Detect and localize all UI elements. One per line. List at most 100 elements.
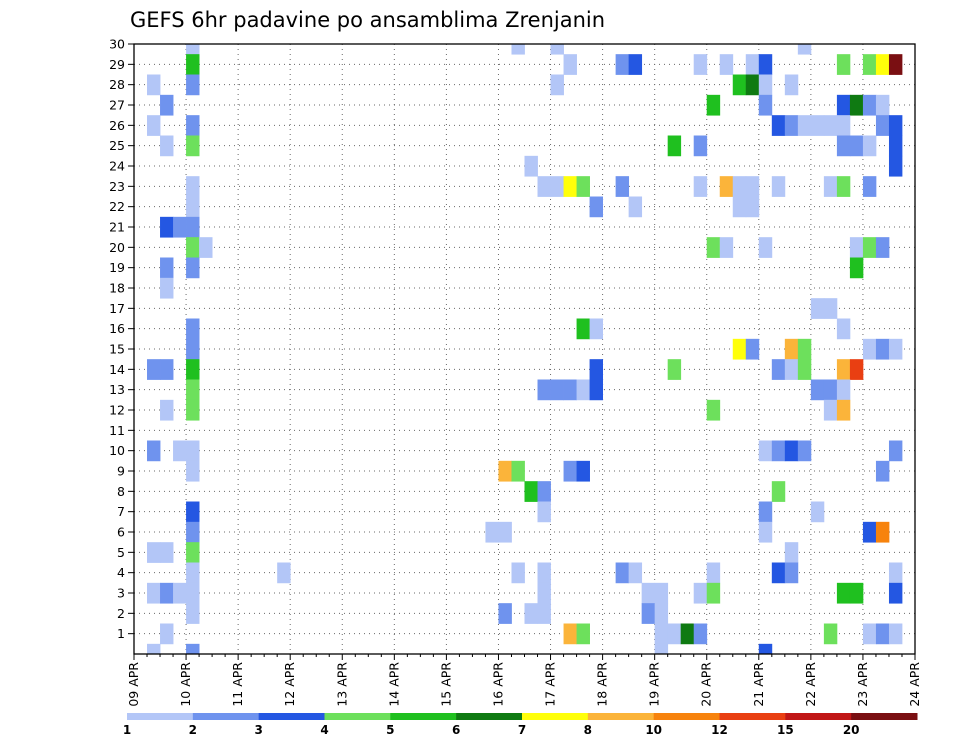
precip-cell [875,54,890,75]
precip-cell [849,257,864,279]
precip-cell [615,54,630,75]
precip-cell [797,338,812,360]
precip-cell [537,603,551,624]
precip-cell [849,94,864,116]
precip-cell [836,94,851,116]
precip-cell [550,74,564,96]
precip-cell [849,359,864,380]
precip-cell [186,521,200,543]
precip-cell [732,196,747,218]
y-tick-label: 25 [109,138,125,153]
precip-cell [550,176,564,197]
precip-cell [186,237,200,258]
precip-cell [862,176,877,197]
y-axis-ticks: 1234567891011121314151617181920212223242… [109,37,134,641]
precip-cell [186,54,200,75]
precip-cell [888,440,903,462]
precip-cell [667,135,682,157]
precip-cell [823,623,838,645]
precip-cell [550,379,564,401]
x-tick-label: 12 APR [282,662,297,707]
legend-swatch [851,713,918,720]
precip-cell [810,115,825,136]
y-tick-label: 26 [109,118,125,133]
precip-cell [524,481,538,502]
precip-cell [888,623,903,645]
precip-cell [160,257,174,279]
x-tick-label: 20 APR [699,662,714,707]
precip-cell [576,176,590,197]
precip-cell [186,318,200,340]
precip-cell [160,582,174,604]
legend-swatch [127,713,194,720]
x-tick-label: 14 APR [386,662,401,707]
precip-cell [186,74,200,96]
precip-cell [836,582,851,604]
legend-swatch [324,713,391,720]
precip-cell [836,399,851,421]
precip-cell [147,359,161,380]
precip-cell [511,562,525,584]
precip-cell [147,115,161,136]
legend-swatch [719,713,786,720]
precip-cell [186,44,200,55]
precip-cell [628,54,643,75]
legend-swatch [653,713,720,720]
precip-cell [537,176,551,197]
precip-cell [173,216,187,238]
precip-cell [823,298,838,319]
precip-cell [186,338,200,360]
precip-cell [862,623,877,645]
precip-cell [823,176,838,197]
precip-cell [784,115,799,136]
precip-cell [615,176,630,197]
legend-swatch [587,713,655,720]
chart-title: GEFS 6hr padavine po ansamblima Zrenjani… [130,8,605,32]
x-tick-label: 10 APR [178,662,193,707]
y-tick-label: 5 [117,545,125,560]
precip-cell [589,379,603,401]
precip-cell [875,338,890,360]
precip-cell [186,176,200,197]
precip-cell [784,562,799,584]
precip-cell [706,237,721,258]
legend-label: 3 [254,723,262,737]
precip-cell [160,359,174,380]
precip-cell [277,562,291,584]
precip-cell [888,562,903,584]
precip-cell [797,359,812,380]
legend-label: 8 [584,723,592,737]
precip-cell [576,379,590,401]
precip-cell [849,135,864,157]
precip-cell [862,338,877,360]
precip-cell [862,135,877,157]
legend-swatch [192,713,260,720]
precip-cell [576,318,590,340]
precip-cell [524,155,538,177]
x-tick-label: 19 APR [647,662,662,707]
x-tick-label: 21 APR [751,662,766,707]
precip-cell [186,115,200,136]
precip-cell [862,94,877,116]
precip-cell [771,481,786,502]
precip-cell [186,542,200,563]
precip-cell [160,623,174,645]
y-tick-label: 18 [109,281,125,296]
precip-cell [875,237,890,258]
precip-cell [706,399,721,421]
precip-cell [498,460,512,482]
precip-cell [147,582,161,604]
legend-label: 4 [320,723,328,737]
precip-cell [784,440,799,462]
precip-cell [641,582,656,604]
precip-cell [797,44,812,55]
precip-cell [615,562,630,584]
precip-cell [589,196,603,218]
precip-cell [745,74,760,96]
precip-cell [745,176,760,197]
precip-cell [771,176,786,197]
precip-cell [836,54,851,75]
precip-cell [758,521,773,543]
y-tick-label: 22 [109,199,125,214]
precip-cell [706,582,721,604]
